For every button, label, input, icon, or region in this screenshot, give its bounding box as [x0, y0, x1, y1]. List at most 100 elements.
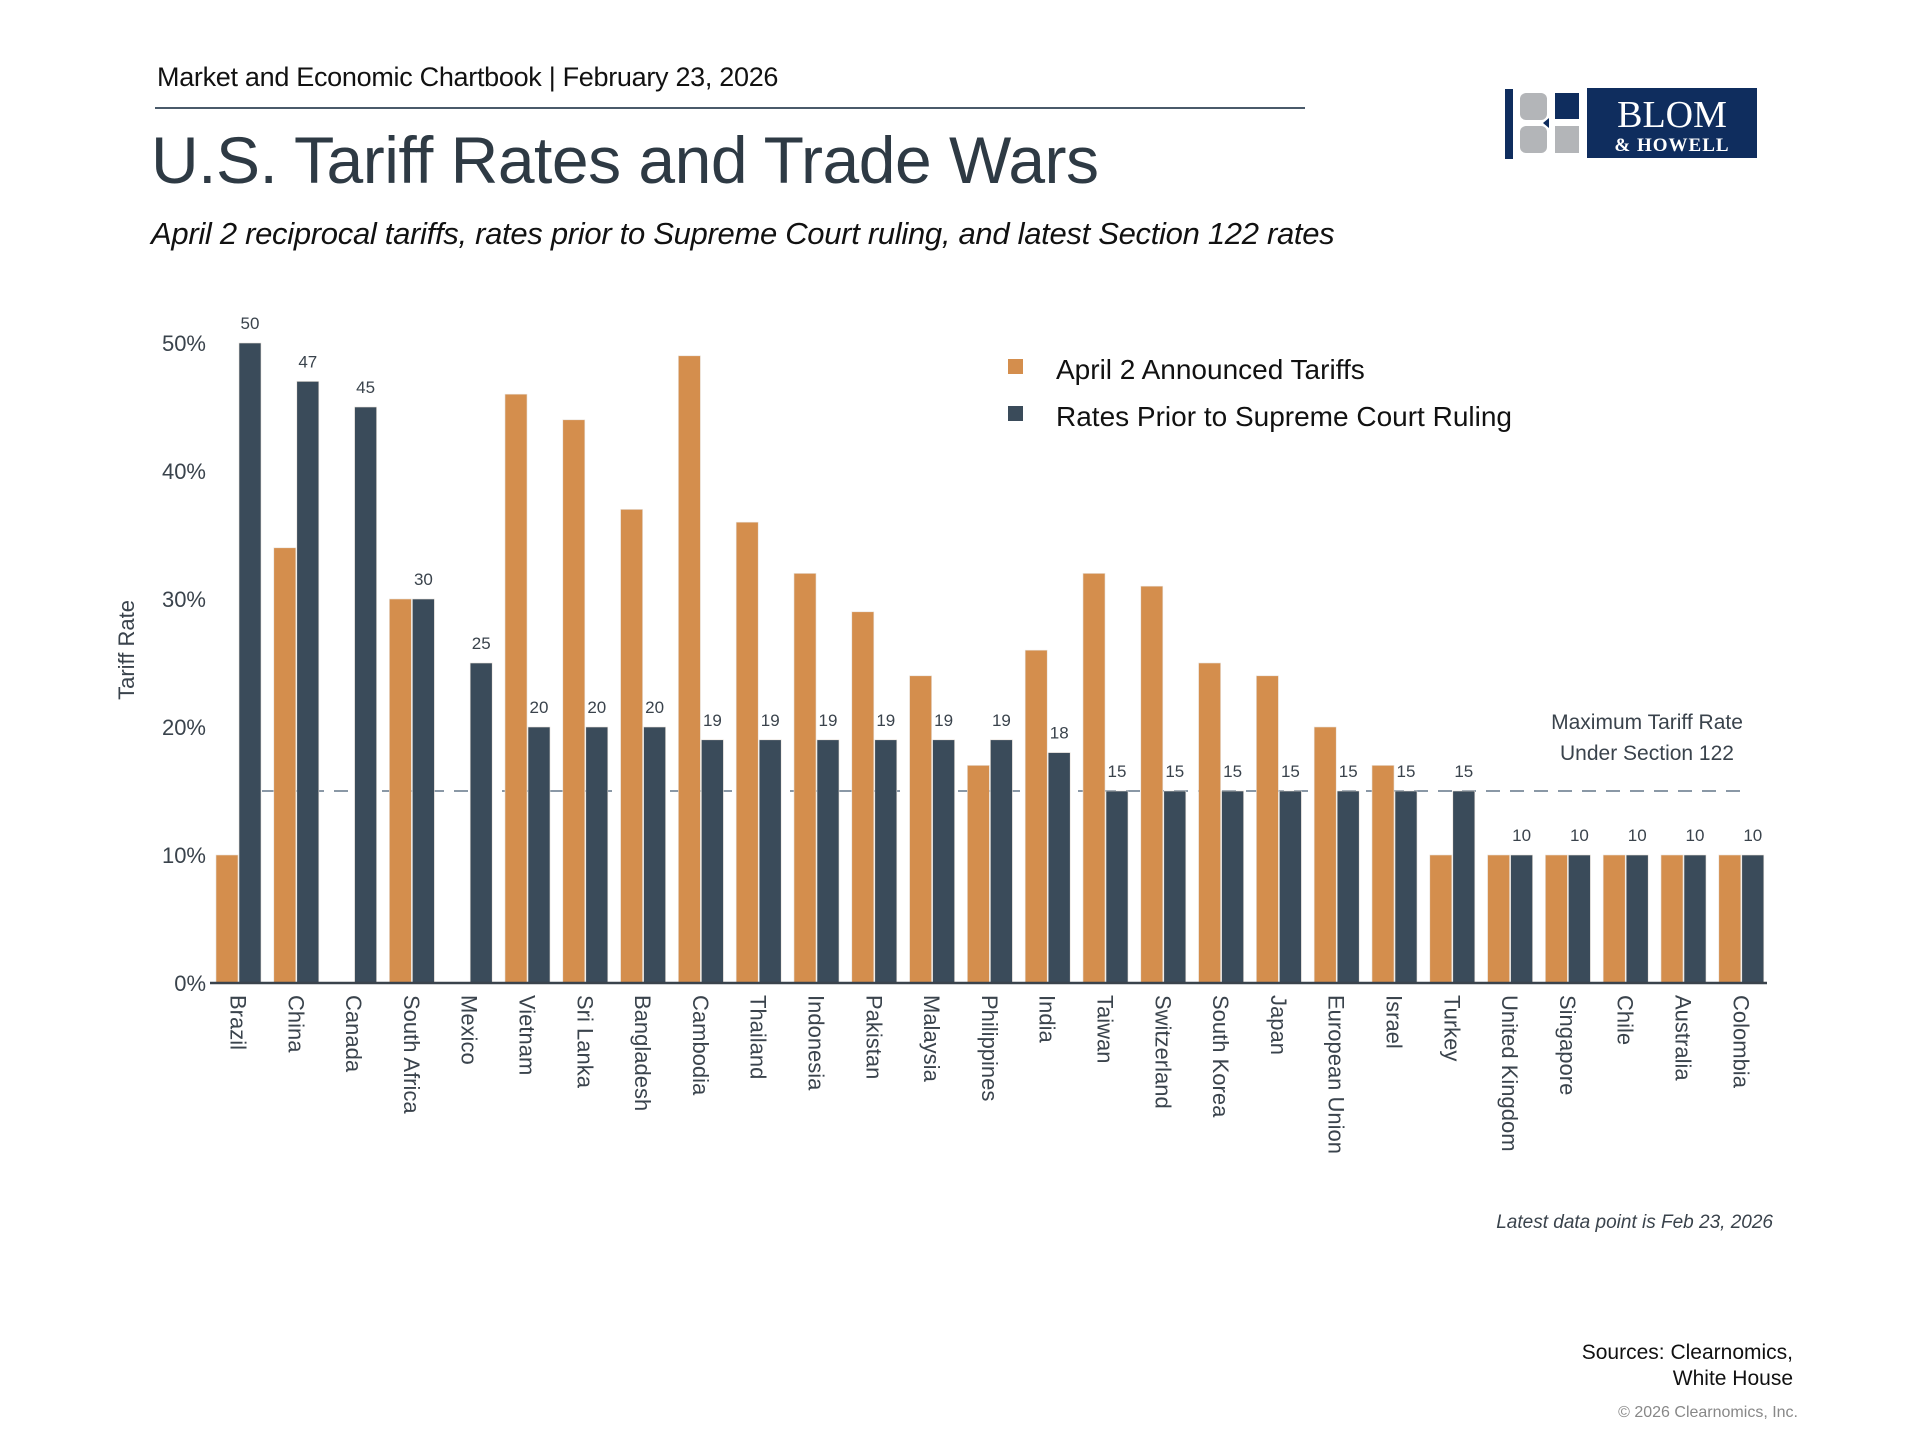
value-label-united-kingdom: 10 — [1512, 826, 1531, 845]
legend-swatch-april2 — [1008, 359, 1023, 374]
value-label-indonesia: 19 — [819, 711, 838, 730]
value-label-israel: 15 — [1397, 762, 1416, 781]
bar-april2-singapore — [1545, 854, 1568, 984]
bar-prior-indonesia — [816, 739, 840, 984]
category-label-malaysia: Malaysia — [919, 995, 944, 1083]
bar-april2-philippines — [967, 765, 990, 984]
y-tick-label-0: 0% — [174, 971, 206, 996]
y-tick-label-50: 50% — [162, 331, 206, 356]
category-label-brazil: Brazil — [226, 995, 251, 1050]
logo-b-bottom — [1520, 126, 1547, 153]
bar-prior-taiwan — [1105, 790, 1129, 984]
bar-prior-sri-lanka — [585, 726, 609, 984]
bar-prior-india — [1047, 752, 1071, 984]
value-label-india: 18 — [1050, 724, 1069, 743]
bar-prior-china — [296, 381, 320, 984]
bar-april2-european-union — [1313, 726, 1337, 984]
category-label-canada: Canada — [341, 995, 366, 1073]
y-ticks: 0% 10% 20% 30% 40% 50% — [162, 331, 206, 996]
bar-april2-china — [273, 547, 297, 984]
value-label-chile: 10 — [1628, 826, 1647, 845]
category-label-vietnam: Vietnam — [515, 995, 540, 1075]
bar-april2-bangladesh — [620, 509, 643, 984]
value-label-australia: 10 — [1686, 826, 1705, 845]
category-label-philippines: Philippines — [977, 995, 1002, 1101]
bar-prior-brazil — [238, 342, 262, 984]
category-label-india: India — [1035, 995, 1060, 1043]
bar-april2-cambodia — [678, 355, 701, 984]
category-label-sri-lanka: Sri Lanka — [572, 995, 597, 1089]
value-label-switzerland: 15 — [1165, 762, 1184, 781]
value-label-vietnam: 20 — [530, 698, 549, 717]
bar-april2-malaysia — [909, 675, 932, 984]
y-axis-label: Tariff Rate — [114, 600, 139, 700]
bar-prior-south-korea — [1221, 790, 1244, 984]
category-label-australia: Australia — [1671, 995, 1696, 1081]
category-label-taiwan: Taiwan — [1093, 995, 1118, 1063]
bar-april2-taiwan — [1082, 573, 1106, 984]
value-label-sri-lanka: 20 — [587, 698, 606, 717]
y-tick-label-10: 10% — [162, 843, 206, 868]
category-label-indonesia: Indonesia — [804, 995, 829, 1091]
bar-prior-colombia — [1741, 854, 1765, 984]
y-tick-label-20: 20% — [162, 715, 206, 740]
sources: Sources: Clearnomics, White House — [1582, 1340, 1793, 1392]
value-label-singapore: 10 — [1570, 826, 1589, 845]
page-title: U.S. Tariff Rates and Trade Wars — [151, 123, 1099, 197]
category-label-colombia: Colombia — [1728, 995, 1753, 1089]
bar-april2-japan — [1256, 675, 1279, 984]
value-label-european-union: 15 — [1339, 762, 1358, 781]
value-label-mexico: 25 — [472, 634, 491, 653]
sources-line-1: Sources: Clearnomics, — [1581, 1341, 1793, 1364]
value-label-canada: 45 — [356, 378, 375, 397]
bar-april2-israel — [1371, 765, 1395, 984]
category-label-bangladesh: Bangladesh — [630, 995, 655, 1111]
value-label-cambodia: 19 — [703, 711, 722, 730]
bar-prior-cambodia — [701, 739, 724, 984]
value-label-china: 47 — [298, 352, 317, 371]
bar-prior-israel — [1394, 790, 1418, 984]
latest-data-note: Latest data point is Feb 23, 2026 — [1496, 1212, 1773, 1233]
logo-line2: & HOWELL — [1614, 135, 1729, 156]
category-labels: Brazil China Canada South Africa Mexico Vietn… — [226, 995, 1754, 1154]
value-label-south-korea: 15 — [1223, 762, 1242, 781]
logo-line1: BLOM — [1617, 94, 1727, 136]
bar-april2-sri-lanka — [562, 419, 586, 984]
value-labels: 50 47 45 30 25 20 20 20 19 19 19 19 19 19 18 15 15 15 15 15… — [241, 314, 1763, 845]
header-divider — [155, 107, 1305, 109]
bar-prior-south-africa — [412, 598, 435, 984]
y-tick-label-30: 30% — [162, 587, 206, 612]
value-label-thailand: 19 — [761, 711, 780, 730]
bar-prior-pakistan — [874, 739, 898, 984]
category-label-south-korea: South Korea — [1208, 995, 1233, 1118]
bar-april2-vietnam — [504, 393, 528, 984]
bar-april2-india — [1024, 649, 1048, 984]
reference-line-label-2: Under Section 122 — [1560, 742, 1734, 765]
value-label-philippines: 19 — [992, 711, 1011, 730]
category-label-mexico: Mexico — [457, 995, 482, 1065]
bar-april2-switzerland — [1140, 585, 1164, 984]
bar-prior-switzerland — [1163, 790, 1187, 984]
legend-swatch-prior-rates — [1008, 406, 1023, 421]
value-label-south-africa: 30 — [414, 570, 433, 589]
bar-prior-canada — [354, 406, 377, 984]
logo-b-top — [1520, 93, 1547, 120]
bar-april2-turkey — [1429, 854, 1453, 984]
category-label-singapore: Singapore — [1555, 995, 1580, 1095]
bar-prior-australia — [1683, 854, 1707, 984]
category-label-china: China — [283, 995, 308, 1053]
legend: April 2 Announced Tariffs Rates Prior to… — [1008, 354, 1512, 432]
bar-april2-south-africa — [389, 598, 412, 984]
bar-prior-malaysia — [932, 739, 955, 984]
bar-april2-colombia — [1718, 854, 1742, 984]
bar-april2-brazil — [215, 854, 239, 984]
category-label-israel: Israel — [1382, 995, 1407, 1049]
y-tick-label-40: 40% — [162, 459, 206, 484]
logo-arrow — [1543, 118, 1549, 128]
bars — [215, 342, 1765, 984]
copyright: © 2026 Clearnomics, Inc. — [1618, 1404, 1798, 1421]
bar-prior-united-kingdom — [1510, 854, 1533, 984]
bar-april2-australia — [1660, 854, 1684, 984]
bar-prior-mexico — [469, 662, 493, 984]
reference-line-label-1: Maximum Tariff Rate — [1551, 711, 1743, 734]
